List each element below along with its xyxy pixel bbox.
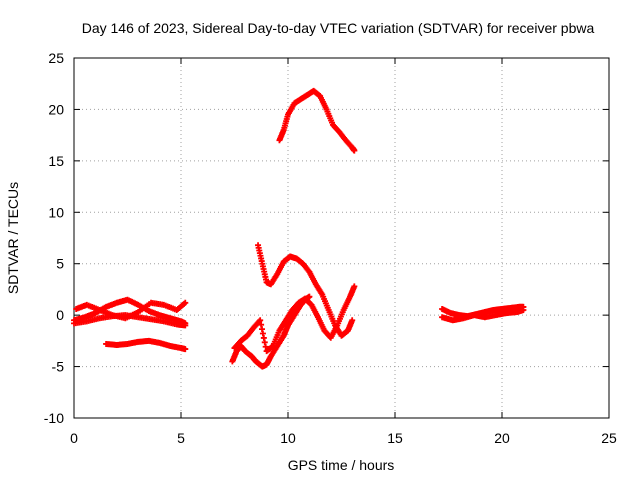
x-tick-label: 20 [494,430,510,446]
y-tick-label: -10 [44,410,64,426]
x-tick-label: 0 [70,430,78,446]
x-tick-label: 10 [280,430,296,446]
y-axis-ticks: -10 -5 0 5 10 15 20 25 [44,50,609,426]
data-point [351,147,358,154]
data-point [256,318,263,325]
data-point [260,334,267,341]
x-axis-label: GPS time / hours [288,457,395,473]
data-point [257,317,264,324]
series-arc-morning-dip [103,337,189,353]
chart-title: Day 146 of 2023, Sidereal Day-to-day VTE… [82,20,595,36]
y-axis-label: SDTVAR / TECUs [5,182,21,294]
series-arc-midday-low [229,293,313,370]
y-tick-label: 0 [56,307,64,323]
data-point [351,283,358,290]
y-tick-label: 5 [56,256,64,272]
data-point [258,321,265,328]
data-point [520,307,527,313]
grid [74,58,609,418]
x-tick-label: 5 [177,430,185,446]
y-tick-label: 25 [48,50,64,66]
series-arc-midday-hump [255,242,356,339]
series-arc-evening-lower [439,307,527,324]
data-points [71,87,527,370]
x-axis-ticks: 0 5 10 15 20 25 [70,58,617,446]
series-arc-morning-lower [71,312,189,329]
series-arc-midday-peak [276,87,358,154]
y-tick-label: 10 [48,204,64,220]
y-tick-label: 15 [48,153,64,169]
data-point [259,330,266,337]
x-tick-label: 25 [601,430,617,446]
data-point [182,322,189,329]
data-point [306,293,313,300]
x-tick-label: 15 [387,430,403,446]
data-point [259,326,266,333]
data-point [182,346,189,353]
data-point [349,317,356,324]
series-arc-midday-rise [231,283,358,355]
y-tick-label: 20 [48,101,64,117]
data-point [182,299,189,306]
y-tick-label: -5 [52,359,65,375]
data-point [261,339,268,346]
plot-frame [73,57,610,419]
